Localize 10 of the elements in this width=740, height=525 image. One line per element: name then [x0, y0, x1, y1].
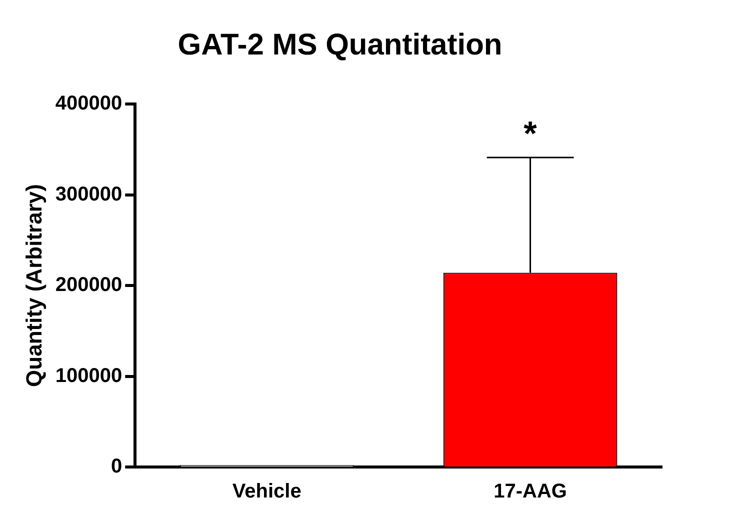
y-axis-title: Quantity (Arbitrary) — [21, 184, 46, 387]
chart-title: GAT-2 MS Quantitation — [178, 28, 502, 62]
y-tick-label: 400000 — [55, 92, 122, 115]
x-tick-label: 17-AAG — [494, 480, 567, 503]
y-tick-label: 100000 — [55, 364, 122, 387]
y-tick-label: 200000 — [55, 274, 122, 296]
y-tick-label: 300000 — [55, 183, 122, 206]
annotation: * — [524, 114, 538, 153]
y-tick-label: 0 — [111, 456, 122, 478]
x-tick-label: Vehicle — [232, 480, 302, 503]
